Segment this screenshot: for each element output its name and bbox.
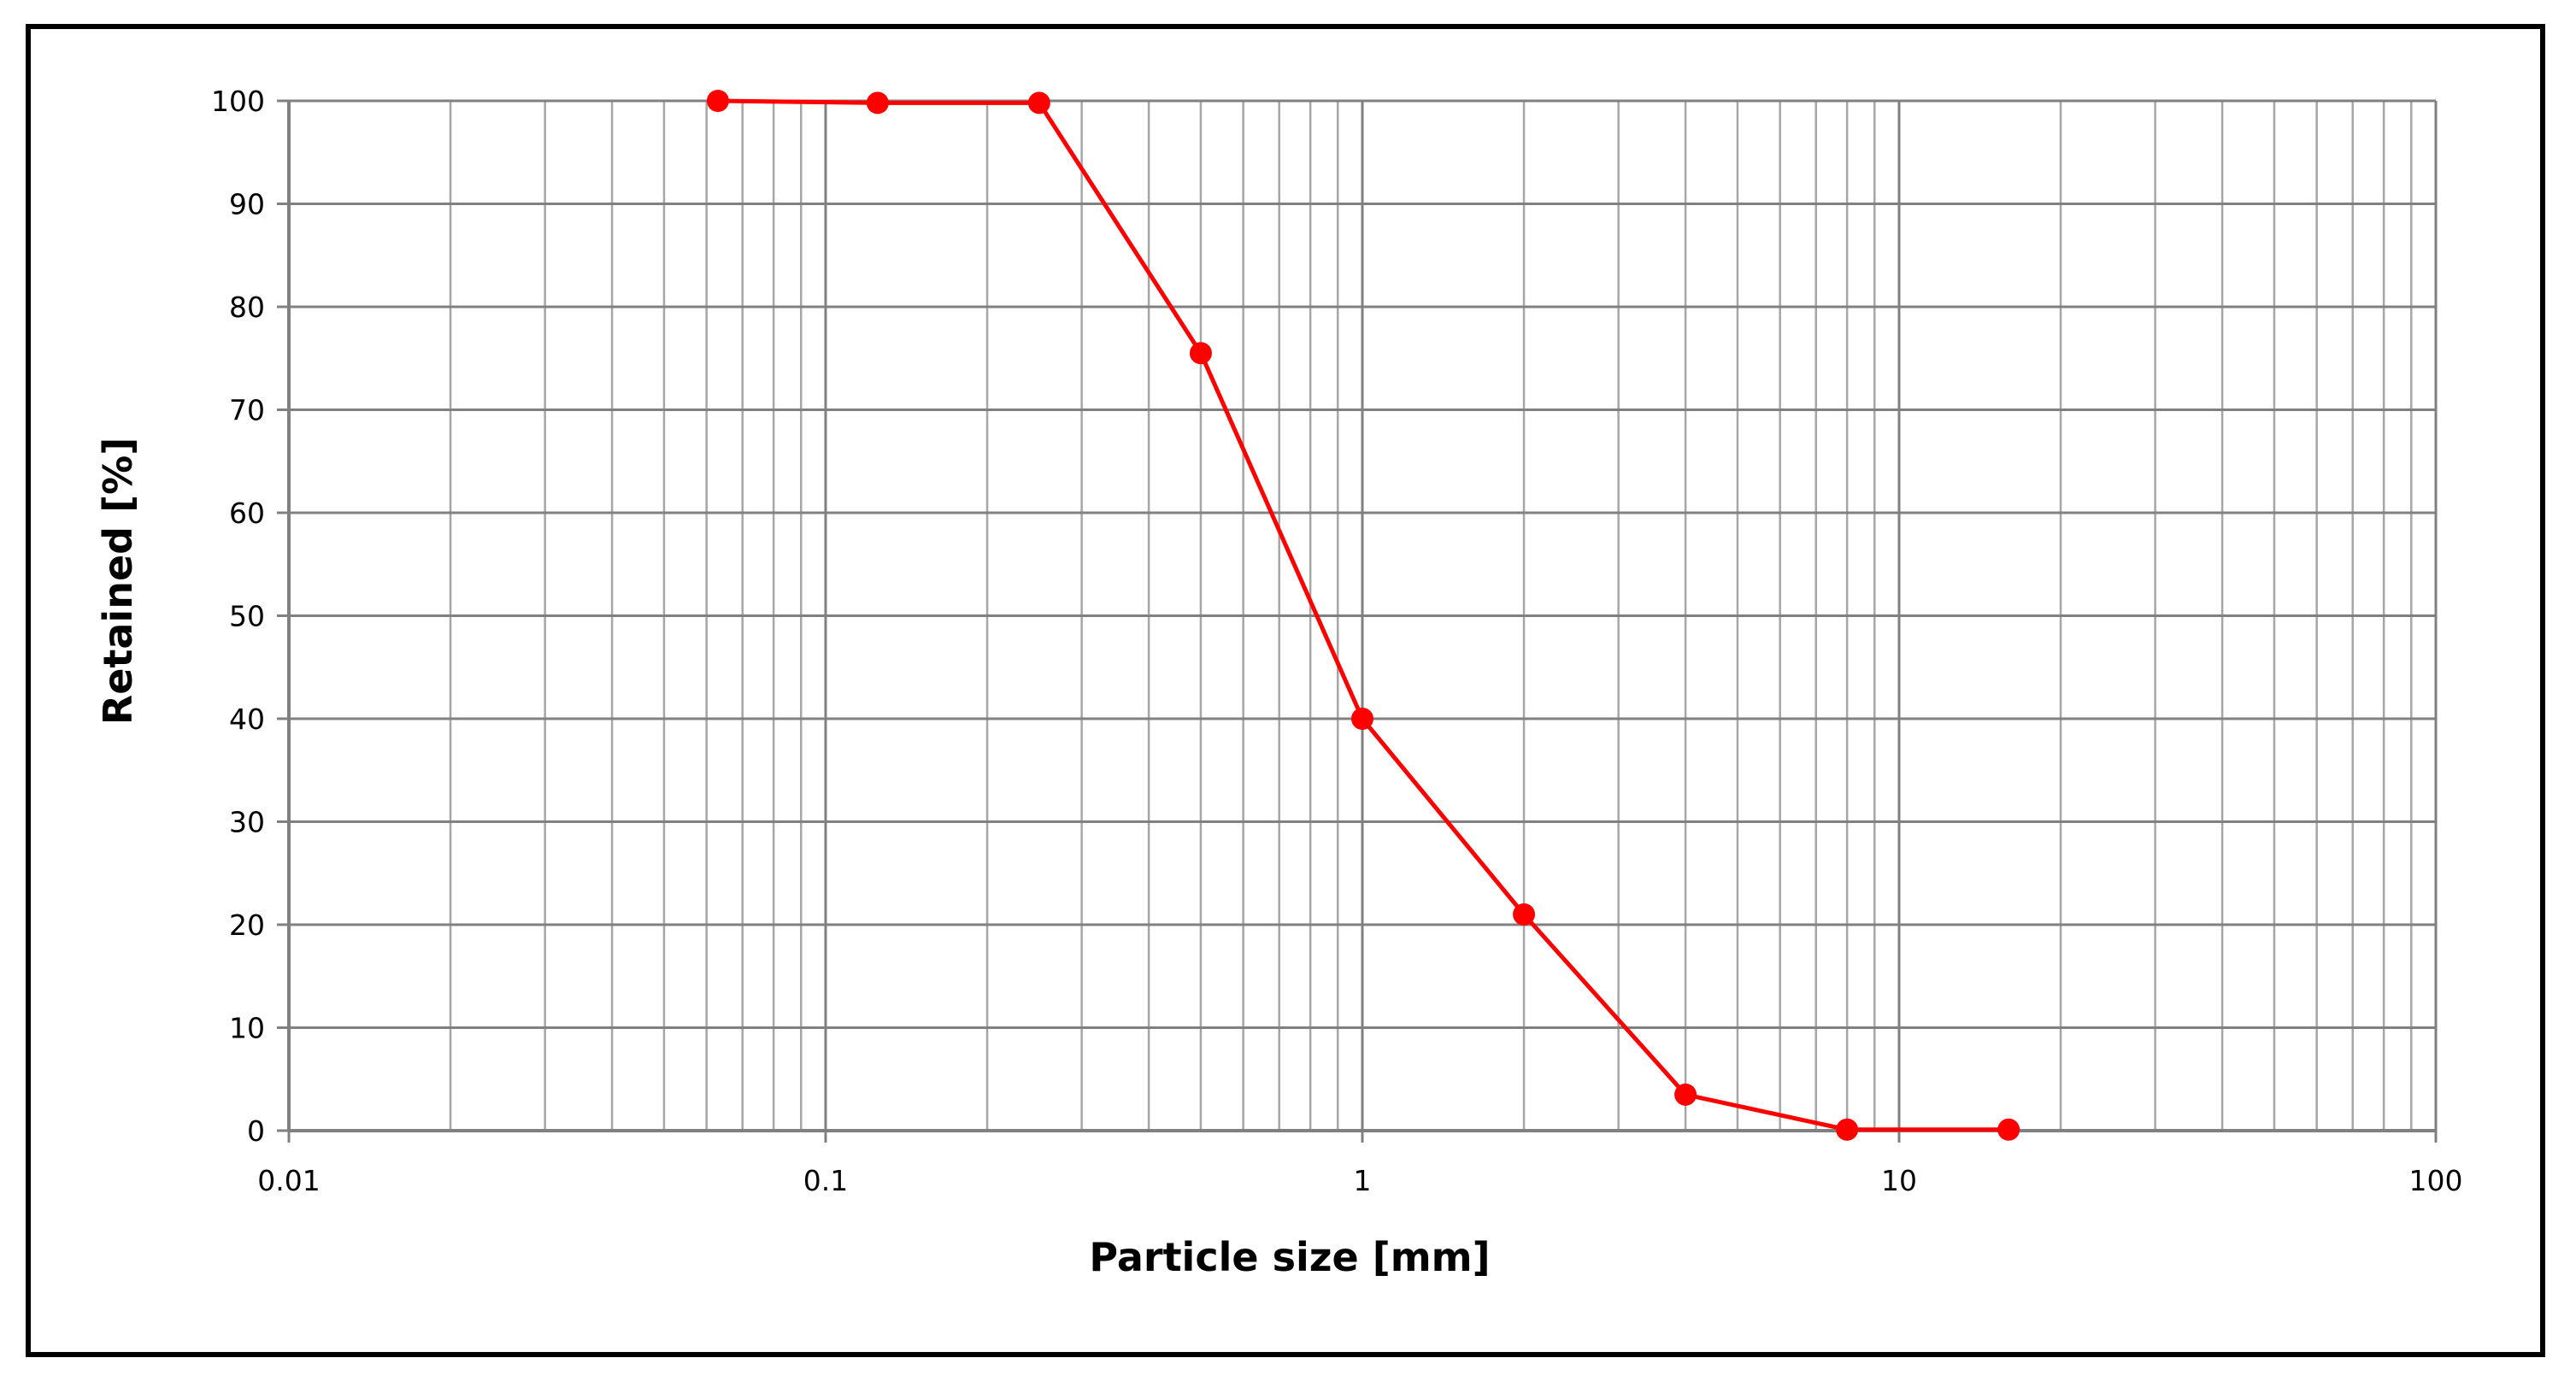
x-tick-label: 1 xyxy=(1354,1164,1372,1197)
data-point xyxy=(1997,1118,2020,1141)
series-layer xyxy=(706,90,2020,1141)
x-axis-title: Particle size [mm] xyxy=(1089,1234,1490,1280)
x-tick-label: 0.01 xyxy=(257,1164,320,1197)
data-point xyxy=(1513,902,1536,926)
y-tick-label: 0 xyxy=(247,1114,265,1148)
particle-size-chart: 0.01 0.1 1 10 100 0 10 20 30 40 50 60 70 80 90 100 Part… xyxy=(95,85,2463,1280)
y-tick-label: 20 xyxy=(229,908,265,942)
x-tick-label: 0.1 xyxy=(803,1164,848,1197)
y-tick-label: 10 xyxy=(229,1012,265,1045)
y-tick-label: 70 xyxy=(229,394,265,427)
y-tick-label: 40 xyxy=(229,702,265,736)
data-point xyxy=(1189,342,1212,365)
data-point xyxy=(1674,1083,1697,1106)
data-point xyxy=(706,90,729,112)
y-tick-label: 50 xyxy=(229,600,265,633)
data-point xyxy=(1351,708,1373,730)
y-tick-label: 60 xyxy=(229,497,265,530)
y-tick-label: 80 xyxy=(229,291,265,324)
grid-lines xyxy=(287,99,2438,1132)
x-tick-label: 100 xyxy=(2409,1164,2463,1197)
y-axis-title: Retained [%] xyxy=(95,438,141,725)
tick-labels: 0.01 0.1 1 10 100 0 10 20 30 40 50 60 70 80 90 100 xyxy=(211,85,2463,1197)
axes xyxy=(277,99,2438,1143)
data-point xyxy=(1027,91,1050,115)
y-tick-label: 30 xyxy=(229,806,265,839)
chart-frame: 0.01 0.1 1 10 100 0 10 20 30 40 50 60 70 80 90 100 Part… xyxy=(26,24,2545,1357)
x-tick-label: 10 xyxy=(1881,1164,1917,1197)
y-tick-label: 90 xyxy=(229,188,265,221)
data-point xyxy=(866,91,889,115)
y-tick-label: 100 xyxy=(211,85,265,118)
data-point xyxy=(1836,1118,1859,1141)
